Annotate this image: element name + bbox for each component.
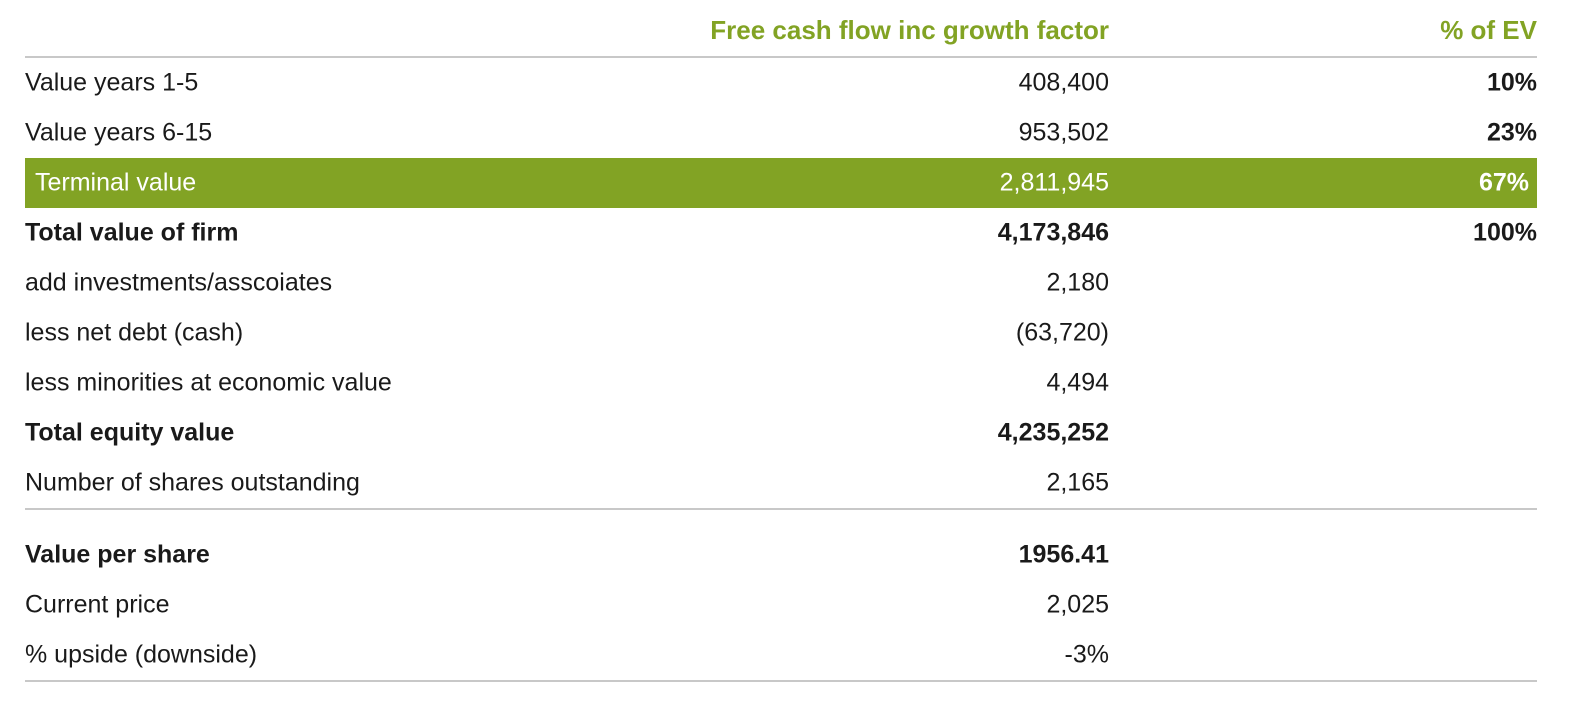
row-label: Terminal value: [35, 168, 197, 197]
row-label: Value per share: [25, 540, 210, 569]
row-total-equity-value: Total equity value 4,235,252: [25, 408, 1537, 458]
row-add-investments: add investments/asscoiates 2,180: [25, 258, 1537, 308]
row-current-price: Current price 2,025: [25, 580, 1537, 630]
row-pct: 67%: [1478, 168, 1529, 197]
row-label: % upside (downside): [25, 640, 258, 669]
row-terminal-value: Terminal value 2,811,945 67%: [25, 158, 1537, 208]
table-header: Free cash flow inc growth factor % of EV: [25, 0, 1537, 58]
row-value-years-1-5: Value years 1-5 408,400 10%: [25, 58, 1537, 108]
row-less-minorities: less minorities at economic value 4,494: [25, 358, 1537, 408]
row-value: 1956.41: [1018, 540, 1109, 569]
row-number-of-shares: Number of shares outstanding 2,165: [25, 458, 1537, 508]
row-value: 408,400: [1018, 68, 1109, 97]
row-pct: 23%: [1486, 118, 1537, 147]
row-label: Value years 1-5: [25, 68, 199, 97]
row-label: Number of shares outstanding: [25, 468, 360, 497]
row-value-per-share: Value per share 1956.41: [25, 530, 1537, 580]
bottom-divider: [25, 680, 1537, 682]
row-value-years-6-15: Value years 6-15 953,502 23%: [25, 108, 1537, 158]
row-label: less minorities at economic value: [25, 368, 392, 397]
row-label: Value years 6-15: [25, 118, 213, 147]
row-value: 2,025: [1046, 590, 1109, 619]
row-value: 2,811,945: [999, 168, 1109, 197]
row-value: -3%: [1064, 640, 1109, 669]
header-fcf-column: Free cash flow inc growth factor: [710, 15, 1109, 45]
row-value: 4,173,846: [997, 218, 1109, 247]
section-divider: [25, 508, 1537, 510]
row-total-value-of-firm: Total value of firm 4,173,846 100%: [25, 208, 1537, 258]
row-label: Current price: [25, 590, 170, 619]
row-label: Total value of firm: [25, 218, 239, 247]
valuation-table: Free cash flow inc growth factor % of EV…: [25, 0, 1537, 682]
row-value: 4,235,252: [997, 418, 1109, 447]
row-pct: 100%: [1473, 218, 1537, 247]
row-value: 2,180: [1046, 268, 1109, 297]
row-pct: 10%: [1486, 68, 1537, 97]
row-value: 2,165: [1046, 468, 1109, 497]
row-value: 4,494: [1046, 368, 1109, 397]
row-label: Total equity value: [25, 418, 235, 447]
row-label: add investments/asscoiates: [25, 268, 333, 297]
row-less-net-debt: less net debt (cash) (63,720): [25, 308, 1537, 358]
row-label: less net debt (cash): [25, 318, 244, 347]
row-upside-downside: % upside (downside) -3%: [25, 630, 1537, 680]
header-pct-ev-column: % of EV: [1440, 15, 1537, 45]
row-value: (63,720): [1015, 318, 1109, 347]
row-value: 953,502: [1018, 118, 1109, 147]
